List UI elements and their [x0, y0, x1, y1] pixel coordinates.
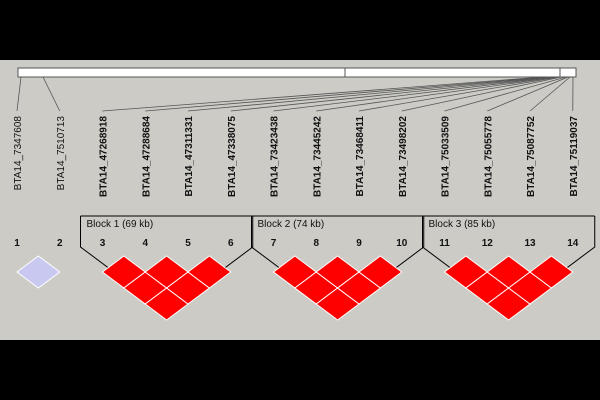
marker-name: BTA14_47268918 [99, 116, 110, 197]
marker-indices: 1 2 3 4 5 6 7 8 9 10 11 12 13 14 [14, 238, 579, 249]
connector-line [42, 76, 61, 112]
block-label: Block 3 (85 kb) [429, 219, 496, 230]
connector-line [316, 76, 558, 112]
marker-name: BTA14_73468411 [355, 116, 366, 197]
marker-index: 5 [185, 238, 191, 249]
marker-name: BTA14_7347608 [13, 116, 24, 191]
marker-index: 10 [396, 238, 408, 249]
marker-index: 8 [313, 238, 319, 249]
marker-name: BTA14_47311331 [184, 116, 195, 197]
connector-line [273, 76, 556, 112]
marker-index: 3 [100, 238, 106, 249]
ld-plot: BTA14_7347608 BTA14_7510713 BTA14_47268918… [13, 67, 596, 321]
marker-index: 14 [567, 238, 579, 249]
connector-line [358, 76, 560, 112]
block-label: Block 2 (74 kb) [258, 219, 325, 230]
marker-index: 11 [439, 238, 450, 249]
marker-index: 13 [524, 238, 536, 249]
marker-index: 6 [228, 238, 234, 249]
marker-name: BTA14_75087752 [526, 116, 537, 197]
connector-line [487, 76, 569, 112]
chromosome-bar [17, 67, 577, 78]
connector-line [102, 76, 544, 112]
block-label: Block 1 (69 kb) [87, 219, 154, 230]
marker-index: 2 [57, 238, 63, 249]
marker-index: 4 [142, 238, 148, 249]
block-labels: Block 1 (69 kb) Block 2 (74 kb) Block 3 (8… [87, 219, 496, 230]
ld-cell-high [358, 255, 403, 289]
connector-line [230, 76, 554, 112]
marker-index: 1 [14, 238, 20, 249]
marker-name: BTA14_47288684 [141, 116, 152, 197]
marker-index: 9 [356, 238, 362, 249]
marker-name: BTA14_75119037 [569, 116, 580, 197]
marker-name: BTA14_7510713 [56, 116, 67, 191]
ld-cell-high [187, 255, 232, 289]
connector-line [401, 76, 562, 112]
connector-line [529, 76, 571, 112]
ld-plot-panel: BTA14_7347608 BTA14_7510713 BTA14_47268918… [0, 60, 600, 340]
connector-line [145, 76, 548, 112]
ld-cells [16, 255, 574, 321]
marker-index: 12 [482, 238, 494, 249]
connector-line [187, 76, 551, 112]
marker-name: BTA14_75033509 [441, 116, 452, 197]
marker-name: BTA14_73445242 [312, 116, 323, 197]
ld-cell-high [529, 255, 574, 289]
marker-name: BTA14_73423438 [270, 116, 281, 197]
marker-index: 7 [271, 238, 277, 249]
position-connectors [16, 76, 574, 112]
marker-name: BTA14_47338075 [227, 116, 238, 197]
marker-name: BTA14_73498202 [398, 116, 409, 197]
connector-line [16, 76, 22, 112]
ld-cell-low [16, 255, 61, 289]
connector-line [444, 76, 567, 112]
marker-name: BTA14_75055778 [483, 116, 494, 197]
marker-names: BTA14_7347608 BTA14_7510713 BTA14_47268918… [13, 116, 580, 197]
